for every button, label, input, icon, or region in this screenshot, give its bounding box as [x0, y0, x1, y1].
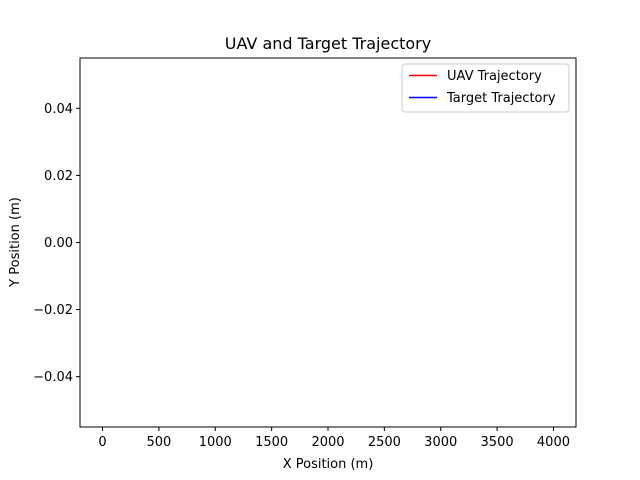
x-axis-label: X Position (m) — [283, 457, 374, 472]
y-tick-label: 0.00 — [44, 236, 73, 251]
x-tick-label: 500 — [146, 435, 171, 450]
legend: UAV Trajectory Target Trajectory — [401, 63, 570, 113]
chart-title: UAV and Target Trajectory — [225, 34, 431, 53]
x-tick-label: 3500 — [481, 435, 514, 450]
y-tick-label: 0.04 — [44, 102, 73, 117]
x-tick-label: 4000 — [537, 435, 570, 450]
x-tick-label: 2500 — [368, 435, 401, 450]
x-tick-label: 1000 — [199, 435, 232, 450]
legend-label-uav: UAV Trajectory — [447, 69, 542, 84]
x-axis-ticks: 0 500 1000 1500 2000 2500 3000 3500 4000 — [98, 427, 570, 450]
x-tick-label: 1500 — [255, 435, 288, 450]
x-tick-label: 0 — [98, 435, 106, 450]
x-tick-label: 2000 — [311, 435, 344, 450]
y-axis-ticks: −0.04 −0.02 0.00 0.02 0.04 — [33, 102, 80, 385]
legend-label-target: Target Trajectory — [446, 91, 556, 106]
x-tick-label: 3000 — [424, 435, 457, 450]
y-axis-label: Y Position (m) — [8, 197, 23, 288]
legend-box — [401, 63, 570, 113]
y-tick-label: −0.04 — [33, 370, 73, 385]
plot-frame — [79, 57, 577, 428]
y-tick-label: −0.02 — [33, 303, 73, 318]
y-tick-label: 0.02 — [44, 169, 73, 184]
